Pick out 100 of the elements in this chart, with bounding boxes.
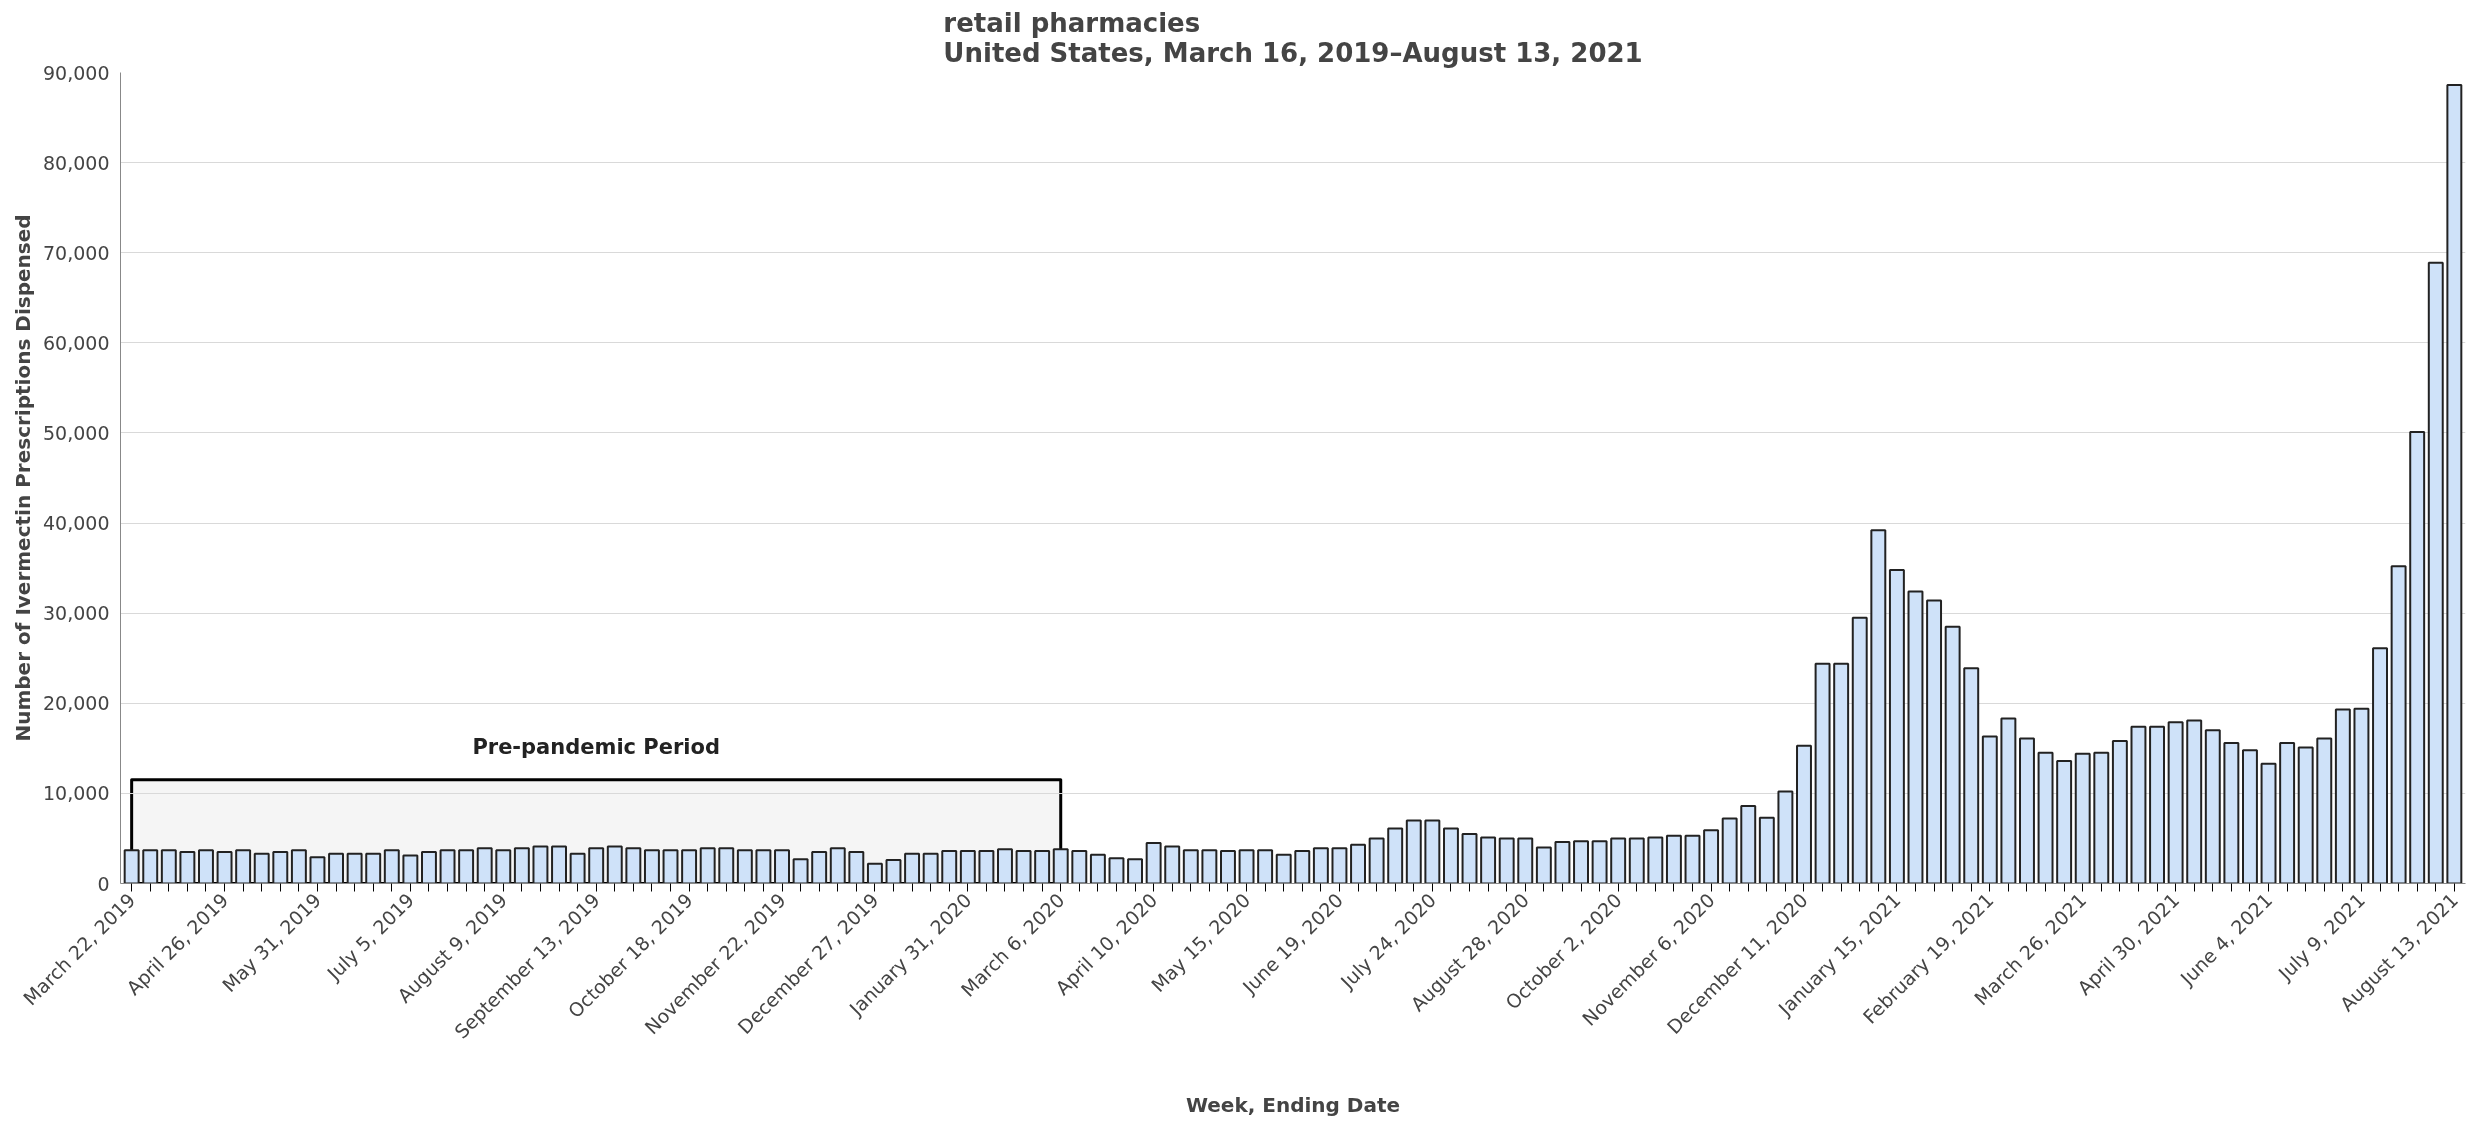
- bar: [1108, 857, 1125, 884]
- bar: [1238, 849, 1255, 884]
- bar: [123, 849, 140, 884]
- bar: [2074, 752, 2091, 884]
- y-tick-label: 80,000: [43, 151, 110, 174]
- bar: [1034, 850, 1051, 884]
- bar: [1071, 850, 1088, 884]
- bar: [997, 848, 1013, 884]
- bar: [625, 847, 642, 884]
- bar: [309, 856, 326, 884]
- bar: [476, 847, 493, 884]
- x-axis-title: Week, Ending Date: [1185, 1093, 1401, 1118]
- bar: [1740, 805, 1757, 884]
- bar: [160, 849, 177, 884]
- bar: [1387, 827, 1404, 884]
- bar: [1350, 843, 1366, 884]
- y-tick-label: 0: [97, 872, 110, 895]
- bar: [606, 845, 623, 884]
- y-tick-label: 50,000: [43, 421, 110, 444]
- bar: [2241, 749, 2258, 884]
- bar: [1164, 845, 1181, 884]
- bar: [253, 852, 270, 884]
- bar: [681, 849, 698, 884]
- bar: [1981, 735, 1998, 884]
- bar: [866, 862, 883, 884]
- bar: [1442, 827, 1459, 884]
- bar: [1777, 790, 1794, 884]
- bar: [1814, 662, 1831, 884]
- bar: [2334, 708, 2351, 884]
- bar: [1052, 848, 1069, 884]
- bar: [2093, 751, 2110, 884]
- bar: [142, 849, 159, 884]
- bar: [588, 847, 605, 884]
- bar: [2019, 737, 2035, 884]
- bar: [402, 854, 419, 884]
- bar: [1275, 853, 1292, 884]
- bar: [848, 850, 865, 884]
- bar: [643, 849, 660, 884]
- bar: [569, 852, 586, 884]
- bar: [1461, 832, 1478, 884]
- y-tick-label: 30,000: [43, 602, 110, 625]
- bar: [718, 847, 735, 884]
- bar: [1796, 744, 1812, 884]
- bar: [458, 849, 475, 884]
- bar: [1145, 841, 1162, 884]
- bar: [551, 845, 567, 884]
- bar: [1127, 858, 1144, 884]
- bar: [1703, 829, 1720, 884]
- bar: [2130, 725, 2147, 884]
- bar: [959, 850, 976, 884]
- bar: [1907, 590, 1924, 884]
- bar: [1201, 849, 1218, 884]
- bar: [1182, 849, 1199, 884]
- bar: [904, 852, 921, 884]
- bar: [2260, 762, 2277, 884]
- bar: [179, 850, 196, 884]
- bar: [1888, 568, 1905, 884]
- bar: [2316, 737, 2333, 884]
- bar: [1665, 834, 1682, 884]
- bar: [1573, 840, 1589, 884]
- bar: [1591, 840, 1608, 884]
- bar: [235, 849, 252, 884]
- bar: [1684, 834, 1701, 884]
- bar: [2223, 741, 2240, 884]
- bar: [1944, 625, 1961, 884]
- bar: [2353, 707, 2370, 884]
- bar: [1480, 836, 1497, 884]
- bar: [1554, 841, 1571, 884]
- bar: [1870, 529, 1887, 884]
- bar: [513, 847, 530, 884]
- band-label: Pre-pandemic Period: [472, 735, 720, 760]
- bar: [736, 849, 753, 884]
- bar: [346, 852, 363, 884]
- bar: [1851, 616, 1868, 884]
- bar: [1294, 850, 1311, 884]
- bar: [1424, 819, 1441, 884]
- bar: [699, 847, 716, 884]
- bar: [1089, 853, 1106, 884]
- bar: [978, 850, 995, 884]
- bar: [2186, 719, 2203, 884]
- bar: [328, 852, 345, 884]
- bar: [885, 859, 902, 884]
- y-tick-label: 20,000: [43, 692, 110, 715]
- bar: [2427, 261, 2444, 884]
- bar: [420, 850, 437, 884]
- y-tick-label: 60,000: [43, 331, 110, 354]
- bar: [1647, 836, 1664, 884]
- bar: [1721, 817, 1738, 884]
- bar: [2037, 751, 2054, 884]
- bar: [2409, 431, 2426, 884]
- bar: [811, 850, 828, 884]
- bar: [2279, 741, 2296, 884]
- bar: [272, 850, 289, 884]
- chart-title: retail pharmacies United States, March 16, 2019–August 13, 2021: [943, 7, 1643, 68]
- bar: [2204, 729, 2221, 884]
- bar: [792, 858, 809, 884]
- bar: [1405, 819, 1422, 884]
- bar: [1220, 850, 1236, 884]
- bar: [532, 845, 549, 884]
- bar: [829, 847, 846, 884]
